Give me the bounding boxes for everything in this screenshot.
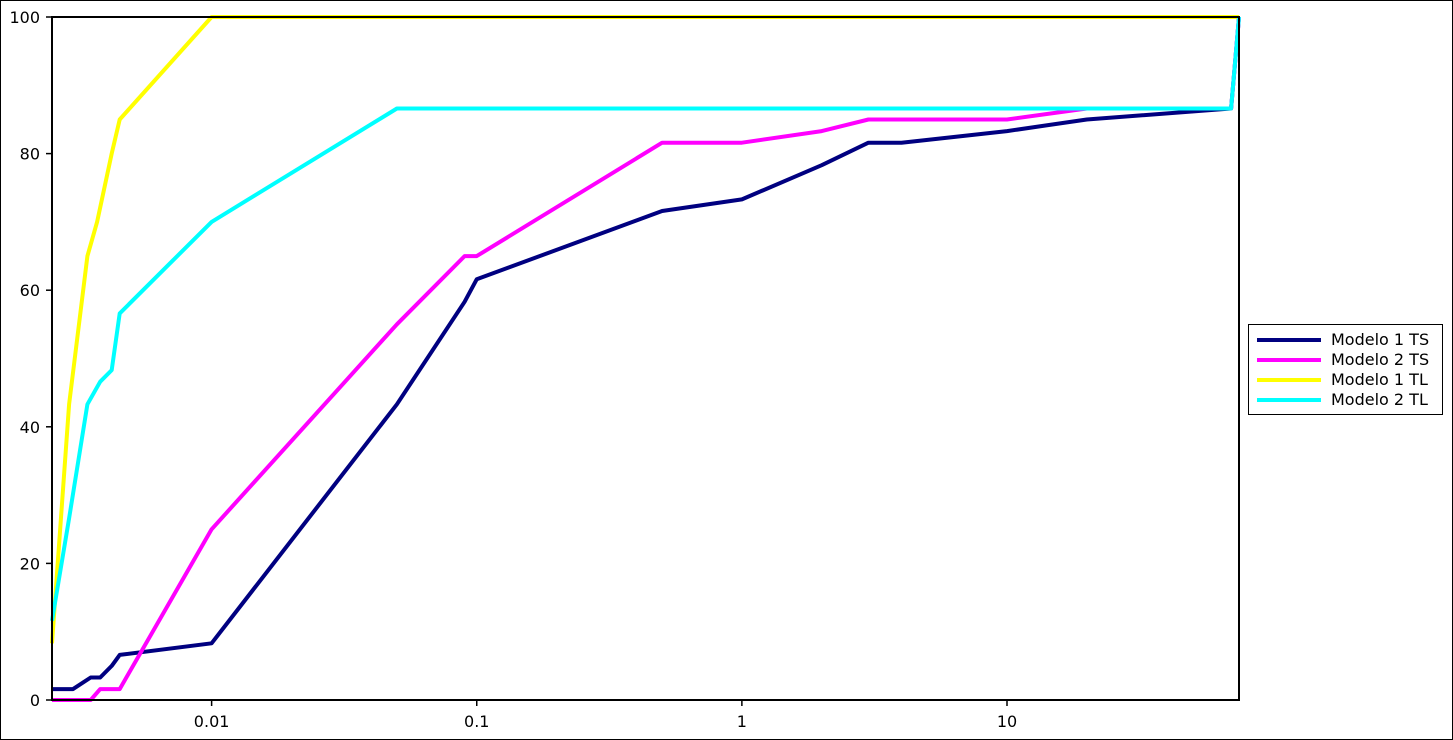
series-line-modelo-2-ts: [52, 16, 1241, 702]
y-tick-label: 20: [20, 554, 40, 573]
legend-swatch-modelo-2-ts: [1257, 358, 1321, 362]
legend-item-modelo-2-ts: Modelo 2 TS: [1249, 350, 1442, 370]
y-tick-label: 100: [9, 8, 40, 27]
x-tick-label: 10: [997, 712, 1017, 731]
legend-item-modelo-1-ts: Modelo 1 TS: [1249, 330, 1442, 350]
legend-item-modelo-2-tl: Modelo 2 TL: [1249, 390, 1442, 410]
x-tick-label: 0.01: [194, 712, 230, 731]
x-tick-label: 0.1: [464, 712, 489, 731]
series-line-modelo-1-ts: [52, 16, 1241, 692]
plot-area-border: [51, 16, 1240, 701]
legend-swatch-modelo-1-tl: [1257, 378, 1321, 382]
legend-label-modelo-1-ts: Modelo 1 TS: [1331, 330, 1430, 349]
legend-label-modelo-2-tl: Modelo 2 TL: [1331, 390, 1428, 409]
axis-layer: 0 20 40 60 80 100 0.01 0.1 1 10: [9, 8, 1017, 731]
legend-swatch-modelo-2-tl: [1257, 398, 1321, 402]
legend-label-modelo-1-tl: Modelo 1 TL: [1331, 370, 1428, 389]
y-tick-label: 80: [20, 145, 40, 164]
y-tick-label: 40: [20, 418, 40, 437]
legend-item-modelo-1-tl: Modelo 1 TL: [1249, 370, 1442, 390]
series-line-modelo-1-tl: [50, 15, 1239, 644]
legend: Modelo 1 TS Modelo 2 TS Modelo 1 TL Mode…: [1248, 324, 1443, 415]
legend-label-modelo-2-ts: Modelo 2 TS: [1331, 350, 1430, 369]
x-tick-label: 1: [737, 712, 747, 731]
y-tick-label: 0: [30, 691, 40, 710]
legend-swatch-modelo-1-ts: [1257, 338, 1321, 342]
series-layer: [50, 15, 1241, 702]
series-line-modelo-2-tl: [50, 16, 1241, 622]
y-tick-label: 60: [20, 281, 40, 300]
